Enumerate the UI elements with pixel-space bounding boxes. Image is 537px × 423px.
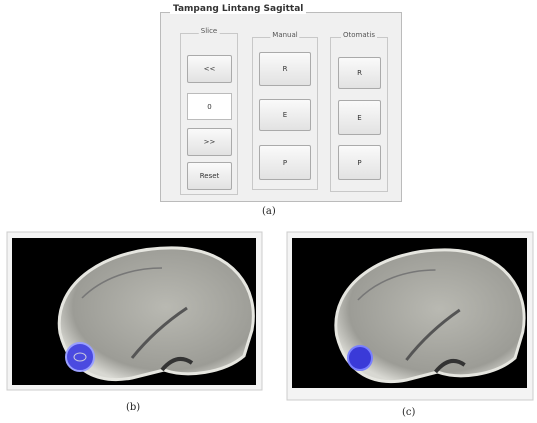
- caption: (b): [126, 402, 140, 413]
- images: [0, 0, 537, 423]
- tumor-region: [66, 343, 94, 371]
- figure: Tampang Lintang Sagittal Slice << 0 >> R…: [0, 0, 537, 423]
- tumor-region: [348, 346, 372, 370]
- caption: (c): [402, 407, 415, 418]
